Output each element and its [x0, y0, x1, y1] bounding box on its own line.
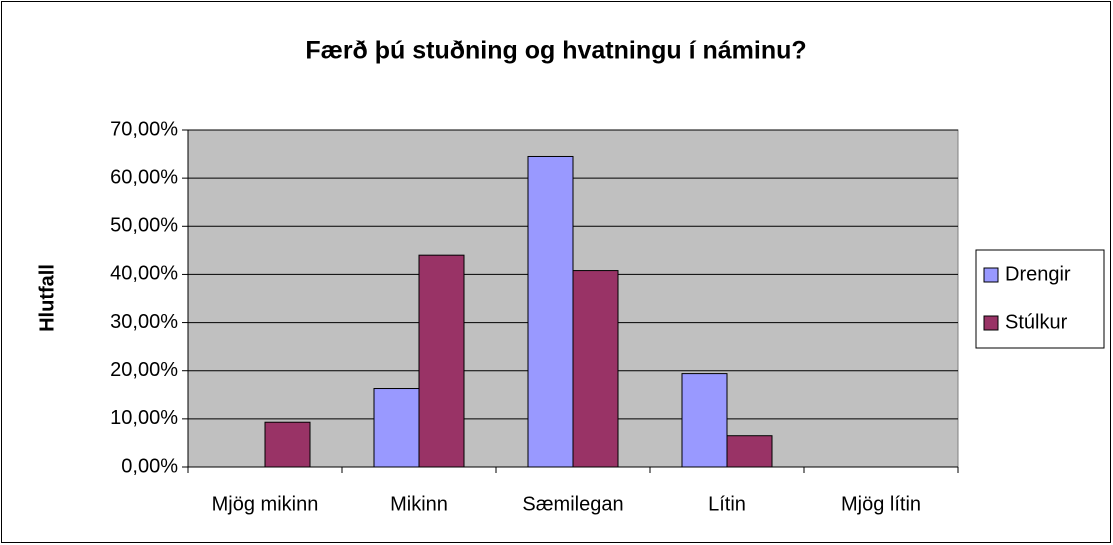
- x-tick-label: Lítin: [708, 493, 746, 515]
- bar: [726, 435, 773, 468]
- y-tick-label: 60,00%: [110, 166, 178, 188]
- legend-box: [975, 249, 1105, 349]
- y-axis-label: Hlutfall: [36, 264, 58, 332]
- bar: [418, 254, 465, 468]
- x-tick-label: Sæmilegan: [522, 493, 623, 515]
- chart-title: Færð þú stuðning og hvatningu í náminu?: [305, 37, 806, 65]
- y-tick-label: 70,00%: [110, 118, 178, 140]
- y-tick-label: 40,00%: [110, 263, 178, 285]
- y-tick-label: 20,00%: [110, 359, 178, 381]
- legend-label: Drengir: [1005, 263, 1071, 285]
- y-tick-label: 50,00%: [110, 215, 178, 237]
- x-tick-label: Mjög mikinn: [212, 493, 319, 515]
- bar: [264, 421, 311, 468]
- bar: [527, 155, 574, 468]
- legend-swatch: [983, 267, 999, 283]
- bar: [572, 270, 619, 468]
- y-tick-label: 0,00%: [121, 455, 178, 477]
- y-tick-label: 10,00%: [110, 407, 178, 429]
- bar: [681, 373, 728, 468]
- y-tick-label: 30,00%: [110, 311, 178, 333]
- bar: [373, 388, 420, 468]
- x-tick-label: Mjög lítin: [841, 493, 921, 515]
- x-tick-label: Mikinn: [390, 493, 448, 515]
- legend-label: Stúlkur: [1005, 311, 1068, 333]
- legend-swatch: [983, 315, 999, 331]
